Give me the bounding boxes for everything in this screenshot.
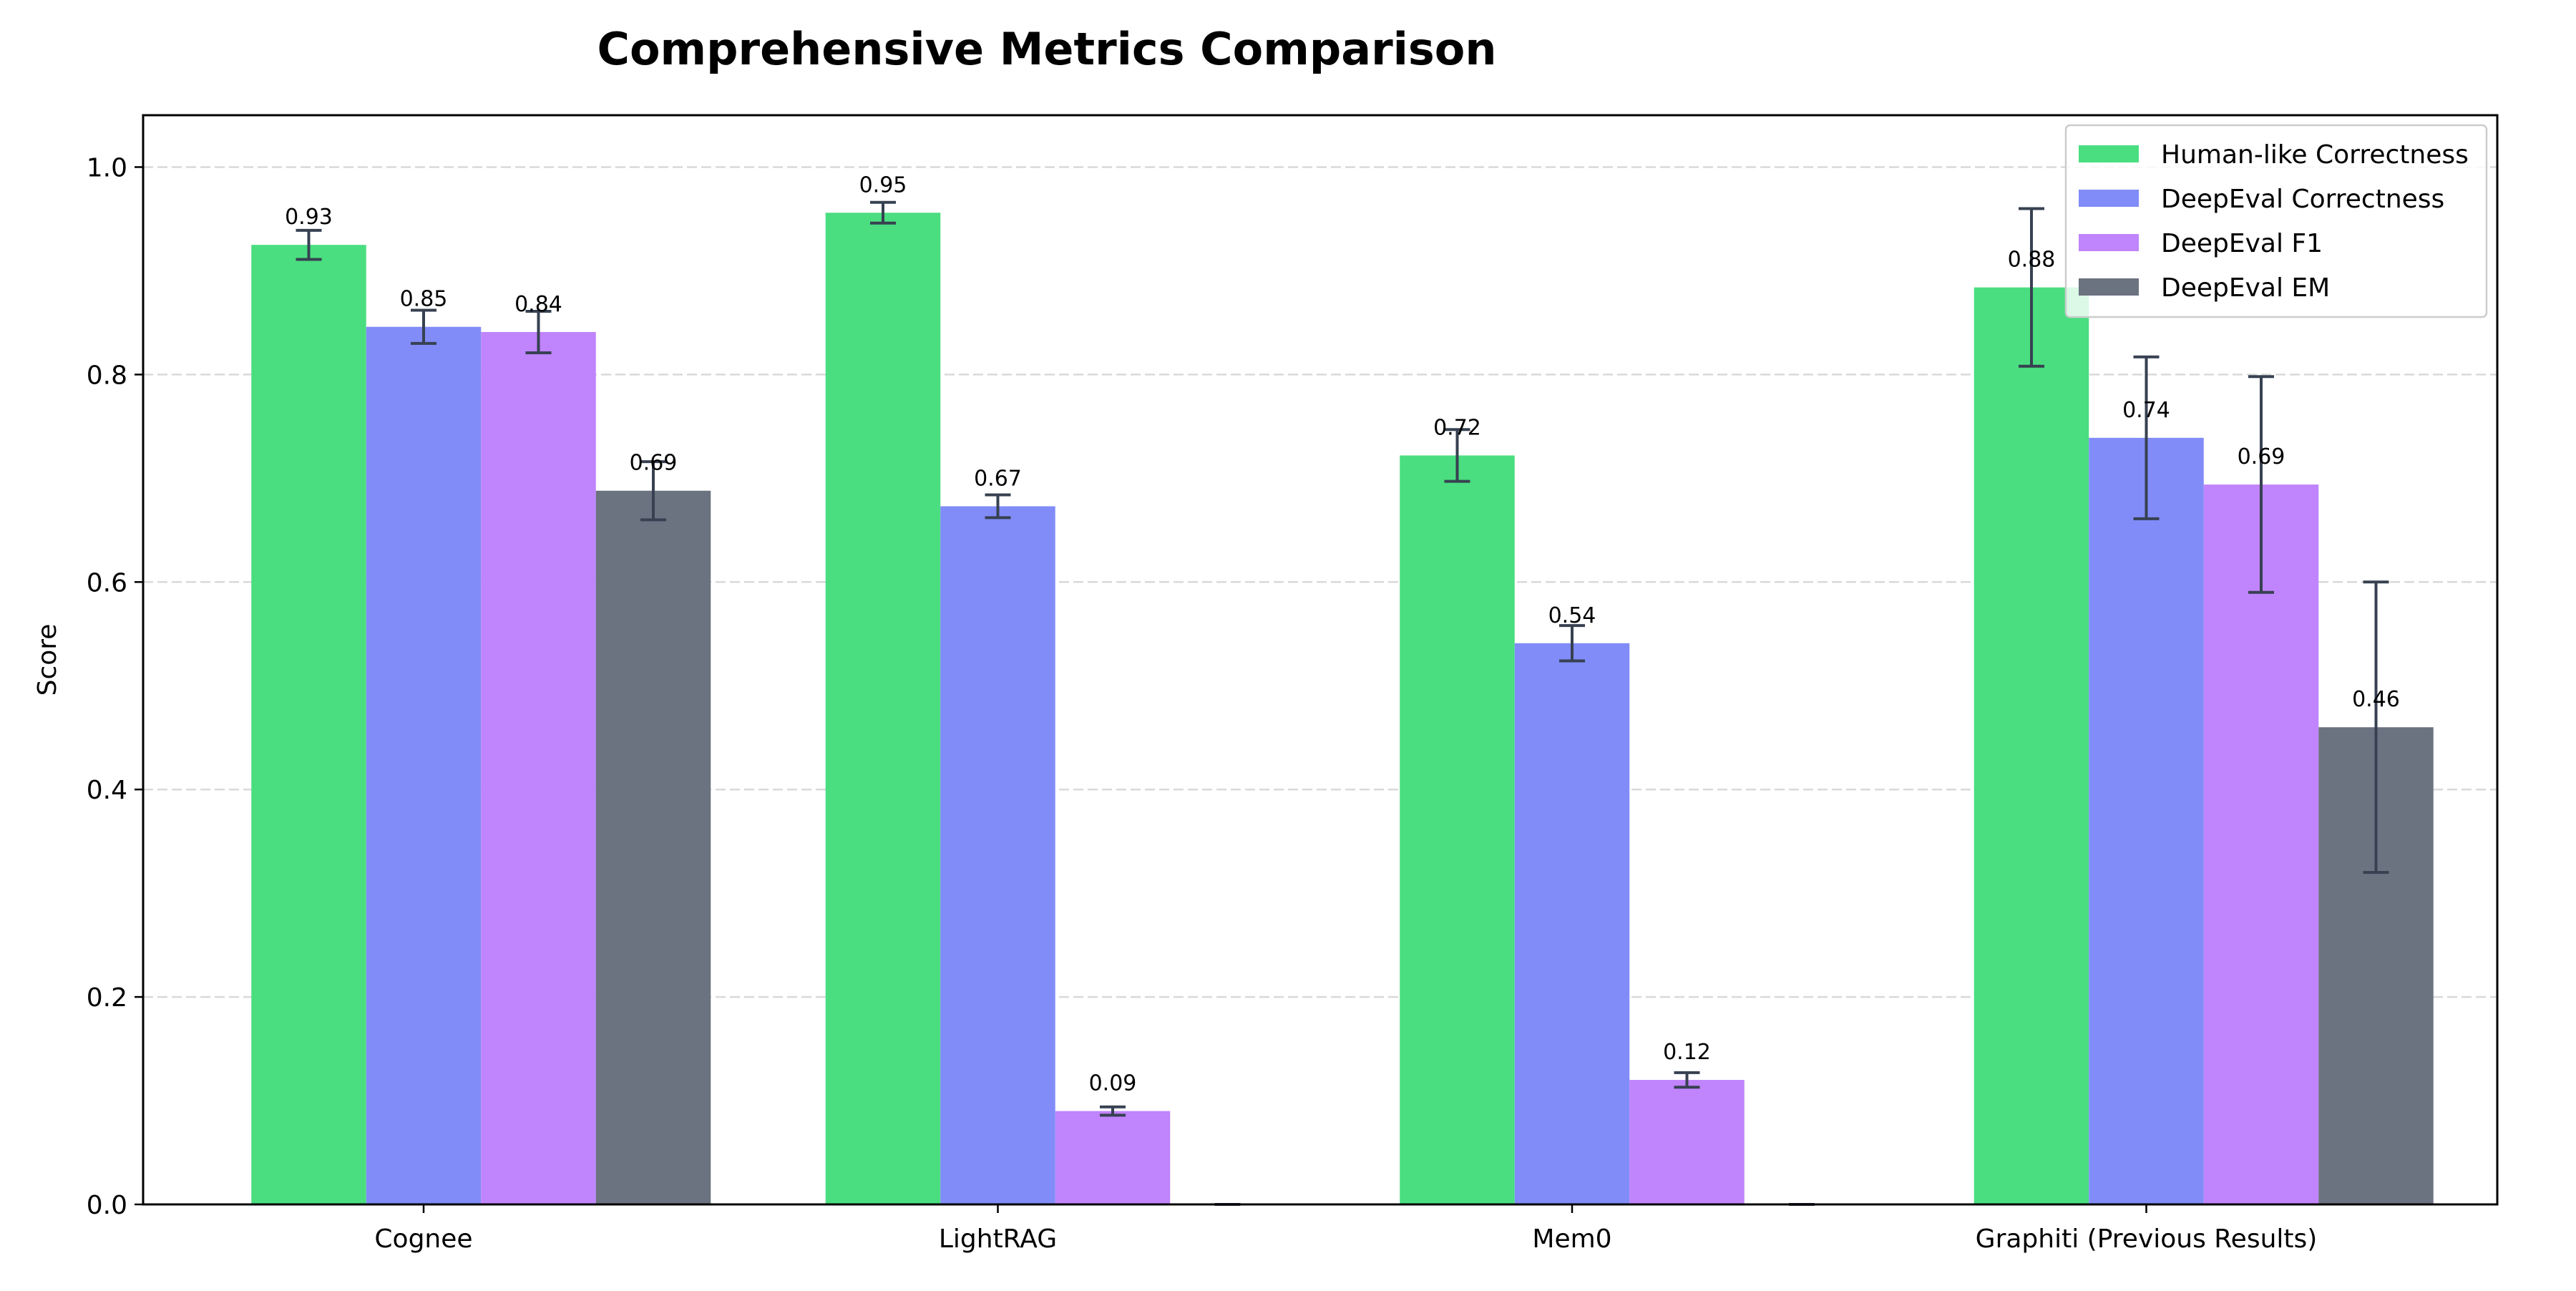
bar xyxy=(595,490,711,1204)
bar xyxy=(1974,287,2089,1204)
data-label: 0.46 xyxy=(2352,687,2400,712)
data-label: 0.95 xyxy=(859,172,907,198)
bar xyxy=(251,245,366,1205)
error-bar xyxy=(2133,355,2160,520)
x-tick-label: Mem0 xyxy=(1532,1224,1611,1254)
error-bar xyxy=(1674,1071,1700,1089)
legend-label: DeepEval F1 xyxy=(2161,229,2323,258)
error-bar xyxy=(985,493,1011,520)
data-labels: 0.93 0.95 0.72 0.88 0.85 0.67 0.54 0.74 0.84 0.09… xyxy=(285,172,2400,1096)
axes: 0.0 0.2 0.4 0.6 0.8 1.0 Cognee LightRAG Mem0 Grap… xyxy=(87,153,2318,1254)
bar xyxy=(1629,1080,1745,1204)
error-bars xyxy=(296,200,2389,1206)
error-bar xyxy=(296,228,322,261)
legend-label: DeepEval Correctness xyxy=(2161,185,2444,214)
data-label: 0.84 xyxy=(514,292,562,317)
data-label: 0.09 xyxy=(1089,1071,1137,1096)
legend-swatch xyxy=(2079,234,2139,251)
bar xyxy=(1400,455,1515,1204)
error-bar xyxy=(411,308,436,345)
error-bar xyxy=(2363,580,2389,875)
x-tick-label: Graphiti (Previous Results) xyxy=(1976,1224,2318,1254)
error-bar xyxy=(1559,624,1585,663)
y-axis-label: Score xyxy=(33,624,62,696)
error-bar xyxy=(640,460,666,522)
y-tick-label: 0.4 xyxy=(87,776,127,805)
x-tick-label: LightRAG xyxy=(939,1224,1057,1254)
data-label: 0.93 xyxy=(285,205,333,230)
data-label: 0.85 xyxy=(400,287,448,312)
legend-swatch xyxy=(2079,190,2139,207)
legend: Human-like Correctness DeepEval Correctne… xyxy=(2064,124,2488,318)
data-label: 0.67 xyxy=(974,466,1022,491)
data-label: 0.54 xyxy=(1548,603,1596,628)
legend-swatch xyxy=(2079,145,2139,162)
data-label: 0.88 xyxy=(2008,248,2056,273)
bar xyxy=(366,326,482,1204)
data-label: 0.69 xyxy=(2238,444,2285,469)
x-tick-label: Cognee xyxy=(374,1224,472,1254)
error-bar xyxy=(1444,428,1470,483)
error-bar xyxy=(1100,1105,1126,1117)
legend-label: Human-like Correctness xyxy=(2161,140,2469,170)
error-bar xyxy=(2019,207,2044,368)
bar xyxy=(825,213,941,1204)
plot-frame xyxy=(142,114,2499,1206)
legend-label: DeepEval EM xyxy=(2161,273,2330,303)
bar xyxy=(481,331,596,1205)
bar xyxy=(2203,484,2319,1204)
bars xyxy=(251,213,2434,1205)
legend-box xyxy=(2064,124,2488,318)
error-bar xyxy=(525,309,552,354)
bar xyxy=(1514,643,1630,1204)
legend-swatch xyxy=(2079,278,2139,296)
error-bar xyxy=(2248,375,2274,594)
data-label: 0.72 xyxy=(1433,415,1481,440)
data-label: 0.12 xyxy=(1663,1040,1711,1065)
data-label: 0.74 xyxy=(2122,398,2170,423)
y-tick-label: 0.6 xyxy=(87,568,127,598)
bar xyxy=(940,506,1055,1204)
y-tick-label: 0.0 xyxy=(87,1191,127,1220)
error-bar xyxy=(870,200,896,225)
y-tick-label: 1.0 xyxy=(87,153,127,182)
y-tick-label: 0.8 xyxy=(87,361,127,390)
y-tick-label: 0.2 xyxy=(87,983,127,1013)
data-label: 0.69 xyxy=(630,451,678,476)
bar xyxy=(1055,1111,1171,1204)
chart-title: Comprehensive Metrics Comparison xyxy=(597,23,1496,75)
bar xyxy=(2089,437,2204,1204)
